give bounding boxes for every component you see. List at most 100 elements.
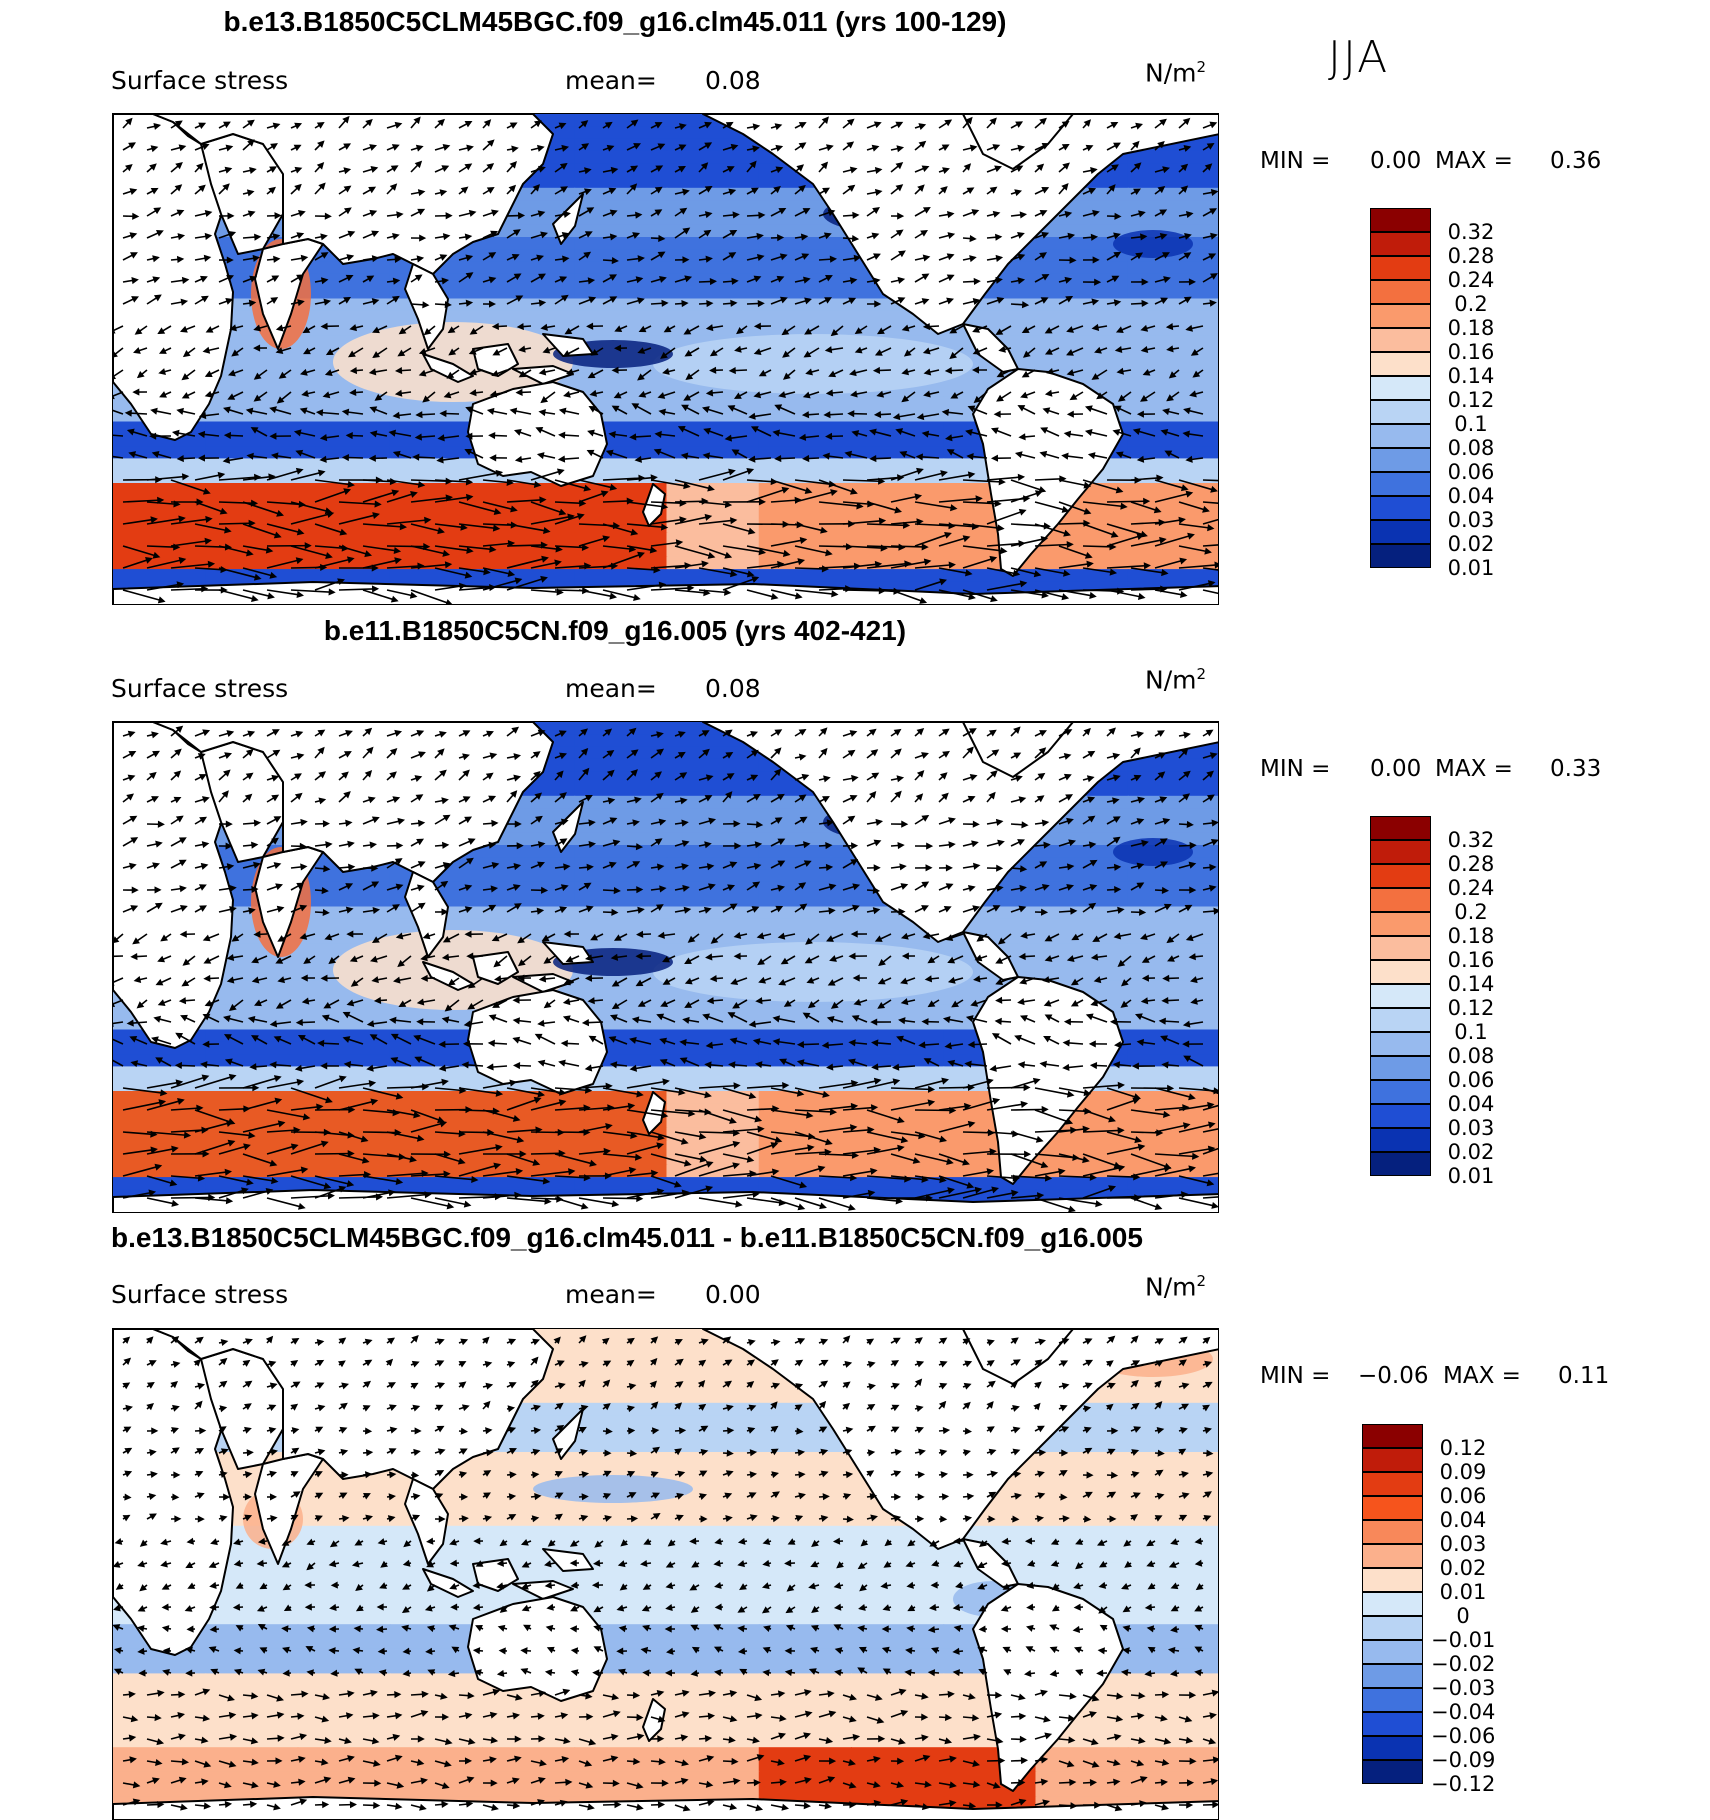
contour-cell [667, 1005, 760, 1018]
contour-cell [1128, 784, 1219, 797]
contour-cell [390, 1066, 483, 1079]
contour-cell [482, 870, 575, 883]
contour-cell [759, 1177, 852, 1190]
contour-cell [759, 311, 852, 324]
panel-1-variable: Surface stress [111, 66, 288, 95]
panel-2-mean-label: mean= [565, 674, 657, 703]
panel-1-max-value: 0.36 [1550, 148, 1601, 174]
contour-cell [759, 262, 852, 275]
contour-cell [574, 151, 667, 164]
contour-cell [667, 458, 760, 471]
contour-cell [113, 557, 206, 570]
contour-cell [667, 237, 760, 250]
contour-cell [482, 894, 575, 907]
contour-cell [298, 1054, 391, 1067]
contour-cell [574, 372, 667, 385]
contour-cell [574, 784, 667, 797]
contour-cell [1128, 360, 1219, 373]
contour-cell [667, 225, 760, 238]
contour-cell [759, 1054, 852, 1067]
contour-cell [574, 262, 667, 275]
contour-cell [113, 508, 206, 521]
contour-cell [1128, 286, 1219, 299]
panel-1-mean-label: mean= [565, 66, 657, 95]
contour-cell [667, 1030, 760, 1043]
contour-cell [390, 1116, 483, 1129]
contour-cell [667, 894, 760, 907]
wind-vector-head [1214, 909, 1219, 914]
panel-1-max-label: MAX = [1435, 148, 1513, 174]
contour-cell [113, 1116, 206, 1129]
contour-cell [851, 483, 944, 496]
contour-cell [667, 820, 760, 833]
contour-cell [1128, 870, 1219, 883]
contour-cell [759, 882, 852, 895]
contour-cell [205, 1005, 298, 1018]
contour-cell [1036, 311, 1129, 324]
contour-cell [851, 1030, 944, 1043]
panel-2-title: b.e11.B1850C5CN.f09_g16.005 (yrs 402-421… [0, 615, 1230, 647]
contour-cell [1128, 397, 1219, 410]
contour-cell [759, 237, 852, 250]
contour-cell [390, 532, 483, 545]
contour-cell [667, 784, 760, 797]
contour-cell [667, 176, 760, 189]
wind-vector [1011, 1109, 1047, 1110]
contour-cell [1128, 176, 1219, 189]
contour-cell [851, 422, 944, 435]
contour-cell [1128, 311, 1219, 324]
contour-blob [653, 334, 973, 394]
contour-cell [1128, 1128, 1219, 1141]
contour-cell [1128, 980, 1219, 993]
contour-cell [1036, 262, 1129, 275]
contour-cell [298, 311, 391, 324]
contour-cell [759, 397, 852, 410]
contour-cell [667, 919, 760, 932]
contour-cell [1128, 759, 1219, 772]
contour-cell [298, 569, 391, 582]
units-text: N/m [1145, 58, 1196, 87]
contour-cell [390, 458, 483, 471]
contour-cell [759, 1116, 852, 1129]
contour-cell [113, 471, 206, 484]
map-canvas [113, 114, 1219, 605]
wind-vector [363, 1132, 400, 1133]
contour-cell [759, 870, 852, 883]
contour-cell [1128, 348, 1219, 361]
contour-cell [574, 569, 667, 582]
contour-cell [667, 1066, 760, 1079]
contour-cell [298, 458, 391, 471]
contour-cell [113, 483, 206, 496]
wind-vector [987, 1087, 1029, 1088]
contour-cell [574, 894, 667, 907]
contour-cell [1128, 1017, 1219, 1030]
panel-1-min-value: 0.00 [1370, 148, 1421, 174]
contour-cell [667, 557, 760, 570]
contour-cell [1036, 894, 1129, 907]
contour-cell [574, 311, 667, 324]
contour-cell [759, 1017, 852, 1030]
contour-cell [1128, 943, 1219, 956]
contour-cell [205, 1091, 298, 1104]
contour-cell [574, 808, 667, 821]
panel-2-mean-value: 0.08 [705, 674, 761, 703]
contour-cell [574, 286, 667, 299]
wind-vector [1107, 501, 1148, 502]
contour-cell [1036, 870, 1129, 883]
contour-cell [1128, 151, 1219, 164]
contour-cell [482, 262, 575, 275]
contour-cell [851, 1017, 944, 1030]
contour-cell [205, 532, 298, 545]
contour-cell [113, 569, 206, 582]
contour-cell [667, 907, 760, 920]
units-text: N/m [1145, 665, 1196, 694]
contour-cell [667, 1116, 760, 1129]
contour-cell [1128, 968, 1219, 981]
panel-1-min-label: MIN = [1260, 148, 1330, 174]
contour-cell [667, 311, 760, 324]
contour-cell [667, 397, 760, 410]
contour-cell [667, 845, 760, 858]
contour-cell [574, 237, 667, 250]
wind-vector [891, 546, 927, 547]
contour-cell [205, 1066, 298, 1079]
